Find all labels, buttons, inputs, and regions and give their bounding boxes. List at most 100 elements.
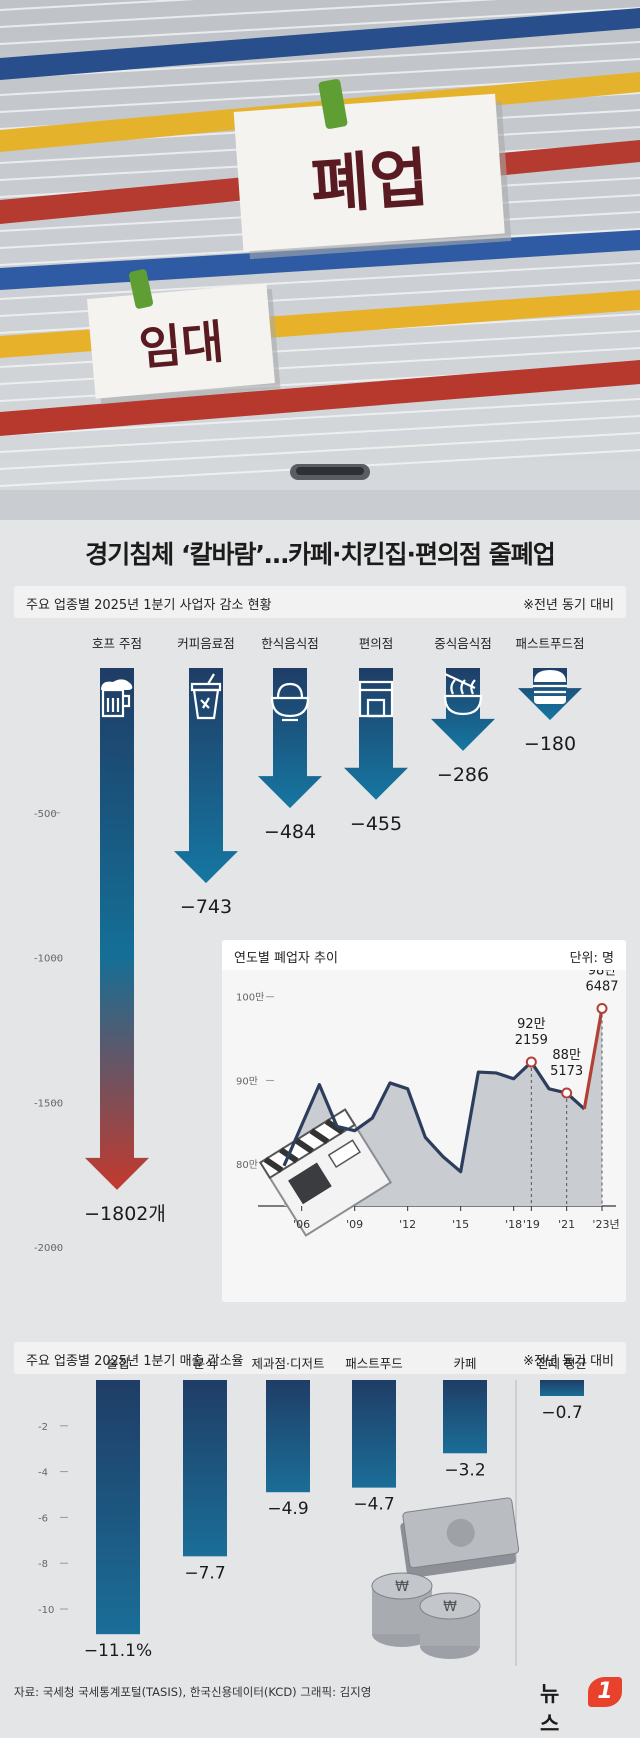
- x-tick-label: '06: [293, 1218, 310, 1231]
- value-label: −11.1%: [84, 1641, 152, 1661]
- annotation-value-top: 98만: [588, 970, 617, 978]
- falling-store-icon: [258, 1108, 393, 1237]
- shutter-slat-line: [0, 262, 640, 300]
- news1-logo-badge: 1: [588, 1677, 622, 1707]
- shutter-slat-line: [0, 415, 640, 453]
- value-label: −4.9: [267, 1499, 308, 1519]
- rent-sign: 임대: [86, 283, 281, 405]
- news1-logo-number: 1: [597, 1679, 613, 1704]
- x-tick-label: '19: [523, 1218, 540, 1231]
- rent-sign-text: 임대: [137, 314, 226, 375]
- bar-호프 주점: [85, 668, 149, 1190]
- category-label: 전체 평균: [537, 1356, 587, 1371]
- bar-전체 평균: [540, 1380, 584, 1397]
- annotation-point: [596, 1002, 608, 1014]
- value-label: −0.7: [541, 1403, 582, 1423]
- red-stripe: [0, 360, 640, 436]
- shutter-slat-line: [0, 7, 640, 45]
- section2-note: ※전년 동기 대비: [523, 1354, 614, 1369]
- y-tick-label: -2: [38, 1422, 48, 1433]
- category-label: 카페: [453, 1356, 476, 1371]
- line-chart-unit: 단위: 명: [569, 951, 614, 966]
- green-tape-icon: [318, 79, 348, 129]
- annotation-value-bottom: 6487: [585, 979, 618, 994]
- svg-text:₩: ₩: [443, 1599, 457, 1615]
- business-decrease-chart: -500 -1000 -1500 -2000 호프 주점 −1802개 커피음료점 −743…: [34, 636, 585, 1254]
- sales-decrease-chart: -2 -4 -6 -8 -10 ₩ ₩ 술집 −11.1% 분식 −7.7 제과점·디저트 −4.…: [38, 1356, 587, 1666]
- bar-분식: [183, 1380, 227, 1557]
- noodle-bowl-icon: [443, 673, 483, 716]
- value-label: −180: [524, 733, 576, 755]
- shutter-slat-line: [0, 41, 640, 79]
- x-tick-label: '12: [399, 1218, 416, 1231]
- x-tick-label: '09: [346, 1218, 363, 1231]
- y-tick-label: -2000: [34, 1243, 63, 1254]
- value-label: −743: [180, 896, 232, 918]
- value-label: −484: [264, 821, 316, 843]
- y-tick-label: -4: [38, 1468, 48, 1479]
- category-label: 호프 주점: [92, 636, 142, 651]
- value-label: −286: [437, 764, 489, 786]
- category-label: 제과점·디저트: [252, 1356, 325, 1371]
- y-tick-label: -8: [38, 1559, 48, 1570]
- y-tick-label: -10: [38, 1605, 54, 1616]
- burger-icon: [533, 670, 567, 704]
- bar-편의점: [344, 668, 408, 800]
- convenience-store-icon: [358, 680, 394, 718]
- y-tick-label: -500: [34, 809, 57, 820]
- section1-header: 주요 업종별 2025년 1분기 사업자 감소 현황 ※전년 동기 대비: [14, 586, 626, 618]
- iced-coffee-icon: [190, 673, 222, 720]
- annotation-value-bottom: 2159: [515, 1033, 548, 1048]
- bar-패스트푸드: [352, 1380, 396, 1488]
- section2-header: 주요 업종별 2025년 1분기 매출 감소율 ※전년 동기 대비: [14, 1342, 626, 1374]
- annotation-point: [525, 1056, 537, 1068]
- x-tick-label: '15: [452, 1218, 469, 1231]
- news1-logo-text: 뉴스: [540, 1682, 559, 1736]
- value-label: −7.7: [184, 1563, 225, 1583]
- bar-카페: [443, 1380, 487, 1454]
- shutter-slat-line: [0, 398, 640, 436]
- category-label: 술집: [106, 1356, 129, 1371]
- source-credit: 자료: 국세청 국세통계포털(TASIS), 한국신용데이터(KCD) 그래픽:…: [14, 1685, 372, 1699]
- y-tick-label: -1000: [34, 954, 63, 965]
- category-label: 패스트푸드점: [515, 636, 584, 651]
- y-tick-label: 90만: [236, 1075, 258, 1087]
- annotation-value-top: 92만: [517, 1017, 546, 1032]
- value-label: −455: [350, 813, 402, 835]
- closures-line-recent: [582, 1008, 604, 1110]
- headline: 경기침체 ‘칼바람’…카페·치킨집·편의점 줄폐업: [85, 540, 555, 569]
- shutter-slat-line: [0, 432, 640, 470]
- value-label: −1802개: [84, 1203, 166, 1225]
- category-label: 커피음료점: [177, 636, 235, 651]
- line-chart-header: 연도별 폐업자 추이 단위: 명: [222, 940, 626, 970]
- shutter-slat-line: [0, 58, 640, 96]
- category-label: 분식: [193, 1356, 216, 1371]
- blue-stripe: [0, 8, 640, 80]
- bar-중식음식점: [431, 668, 495, 751]
- annotation-value-bottom: 5173: [550, 1064, 583, 1079]
- value-label: −4.7: [353, 1495, 394, 1515]
- section1-note: ※전년 동기 대비: [523, 598, 614, 613]
- closing-sign: 폐업: [233, 93, 512, 260]
- x-tick-label: '21: [558, 1218, 575, 1231]
- x-tick-label: '23년: [592, 1218, 619, 1231]
- y-tick-label: -1500: [34, 1098, 63, 1109]
- beer-mug-icon: [101, 679, 133, 718]
- annotation-value-top: 88만: [552, 1048, 581, 1063]
- bar-술집: [96, 1380, 140, 1635]
- hero-illustration: 폐업 임대: [0, 0, 640, 520]
- section1-title: 주요 업종별 2025년 1분기 사업자 감소 현황: [26, 598, 272, 613]
- category-label: 패스트푸드: [345, 1356, 403, 1371]
- shutter-slat-line: [0, 0, 498, 28]
- category-label: 한식음식점: [261, 636, 319, 651]
- section2-title: 주요 업종별 2025년 1분기 매출 감소율: [26, 1354, 244, 1369]
- y-tick-label: 100만: [236, 992, 264, 1004]
- category-label: 편의점: [359, 636, 394, 651]
- y-tick-label: -6: [38, 1513, 48, 1524]
- bar-커피음료점: [174, 668, 238, 884]
- shutter-slat-line: [0, 0, 196, 11]
- closures-line: [282, 1060, 586, 1174]
- annotation-point: [561, 1087, 573, 1099]
